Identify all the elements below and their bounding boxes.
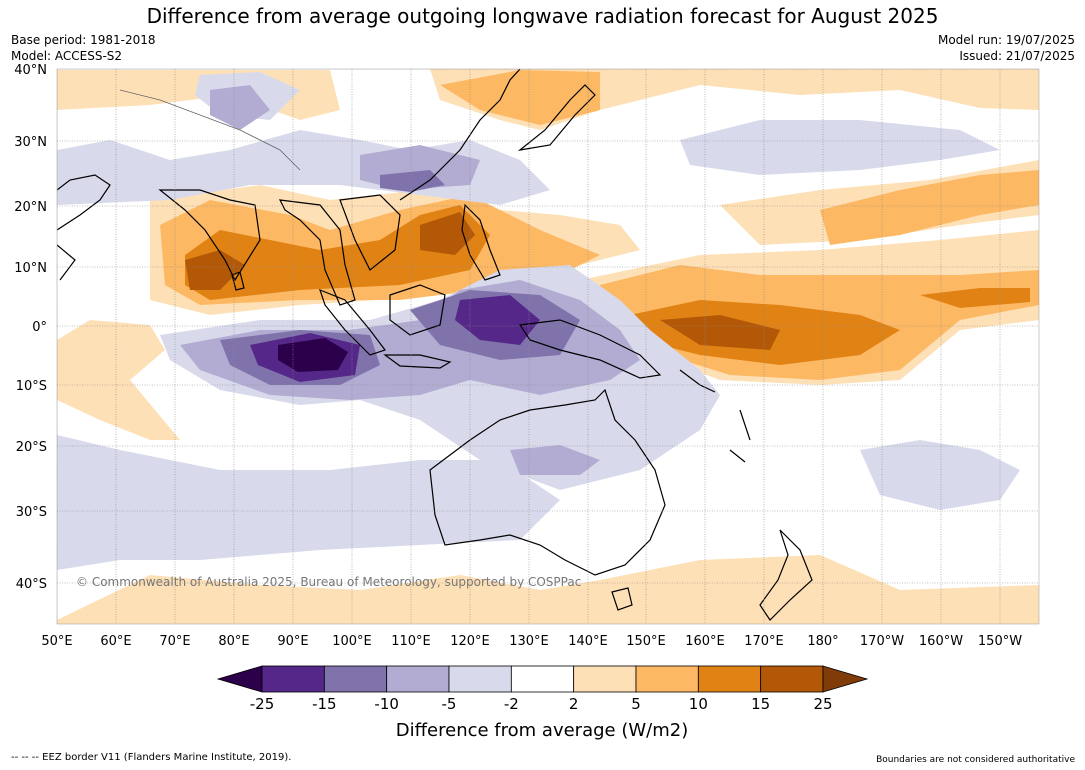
colorbar-swatch bbox=[697, 665, 762, 693]
coastline-java bbox=[383, 354, 452, 369]
colorbar-label: 2 bbox=[569, 695, 579, 713]
colorbar-label: -10 bbox=[374, 695, 399, 713]
coastline-arabia bbox=[57, 174, 111, 231]
colorbar-swatch bbox=[448, 665, 512, 693]
boundary-disclaimer: Boundaries are not considered authoritat… bbox=[876, 755, 1075, 765]
anomaly-region bbox=[820, 170, 1039, 245]
colorbar-label: 15 bbox=[751, 695, 770, 713]
anomaly-region bbox=[210, 85, 270, 130]
longitude-label: 150°W bbox=[978, 634, 1022, 649]
longitude-label: 60°E bbox=[100, 634, 131, 649]
colorbar-label: -5 bbox=[442, 695, 457, 713]
coastline-australia bbox=[429, 388, 666, 576]
anomaly-region bbox=[57, 320, 180, 440]
map-field: © Commonwealth of Australia 2025, Bureau… bbox=[57, 69, 1039, 624]
colorbar-swatch bbox=[760, 665, 824, 693]
longitude-label: 120°E bbox=[450, 634, 490, 649]
longitude-label: 100°E bbox=[332, 634, 372, 649]
coastline-india bbox=[158, 189, 261, 282]
coastline-africa-horn bbox=[57, 244, 76, 281]
longitude-label: 80°E bbox=[218, 634, 249, 649]
map-frame bbox=[56, 68, 1040, 625]
anomaly-region bbox=[380, 170, 445, 192]
model-run: Model run: 19/07/2025 bbox=[937, 33, 1075, 47]
colorbar-swatch bbox=[573, 665, 637, 693]
base-period: Base period: 1981-2018 bbox=[11, 33, 156, 47]
colorbar-label: -2 bbox=[504, 695, 519, 713]
colorbar-extend-low bbox=[216, 665, 263, 693]
longitude-label: 140°E bbox=[568, 634, 608, 649]
anomaly-region bbox=[278, 338, 348, 372]
latitude-label: 40°N bbox=[14, 63, 47, 78]
latitude-label: 20°S bbox=[16, 440, 47, 455]
longitude-label: 50°E bbox=[41, 634, 72, 649]
colorbar-swatch bbox=[635, 665, 699, 693]
longitude-label: 160°E bbox=[685, 634, 725, 649]
coastline-philippines bbox=[461, 203, 501, 281]
colorbar-label: 10 bbox=[689, 695, 708, 713]
model-info: Base period: 1981-2018 Model: ACCESS-S2 bbox=[11, 32, 156, 64]
coastline-southeast-asia bbox=[278, 199, 356, 306]
colorbar-swatch bbox=[386, 665, 450, 693]
copyright-notice: © Commonwealth of Australia 2025, Bureau… bbox=[76, 575, 581, 589]
colorbar-swatch bbox=[261, 665, 325, 693]
anomaly-region bbox=[185, 250, 245, 290]
latitude-label: 40°S bbox=[16, 577, 47, 592]
coastline-sumatra bbox=[319, 288, 386, 356]
anomaly-region bbox=[660, 315, 780, 350]
coastline-indochina bbox=[339, 194, 401, 271]
coastline-himalaya-border bbox=[119, 89, 301, 171]
longitude-label: 150°E bbox=[626, 634, 666, 649]
longitude-label: 170°E bbox=[744, 634, 784, 649]
eez-legend: -- -- -- EEZ border V11 (Flanders Marine… bbox=[11, 752, 292, 763]
colorbar-title: Difference from average (W/m2) bbox=[396, 720, 688, 741]
coastline-new-zealand bbox=[759, 529, 813, 621]
latitude-label: 30°S bbox=[16, 505, 47, 520]
colorbar-swatch bbox=[510, 665, 575, 693]
run-info: Model run: 19/07/2025 Issued: 21/07/2025 bbox=[938, 32, 1075, 64]
latitude-label: 10°N bbox=[14, 261, 47, 276]
latitude-label: 30°N bbox=[14, 135, 47, 150]
colorbar-label: -25 bbox=[250, 695, 275, 713]
anomaly-region bbox=[57, 435, 560, 570]
anomaly-region bbox=[420, 212, 475, 255]
longitude-label: 180° bbox=[807, 634, 838, 649]
graticule bbox=[57, 69, 1039, 624]
colorbar-label: -15 bbox=[312, 695, 337, 713]
latitude-label: 20°N bbox=[14, 200, 47, 215]
coastline-china-coast bbox=[399, 69, 521, 201]
anomaly-region bbox=[860, 440, 1020, 510]
latitude-label: 10°S bbox=[16, 379, 47, 394]
longitude-label: 90°E bbox=[277, 634, 308, 649]
coastline-tasmania bbox=[611, 587, 633, 611]
issued-date: Issued: 21/07/2025 bbox=[959, 49, 1075, 63]
coastline-sri-lanka bbox=[231, 271, 245, 291]
anomaly-region bbox=[185, 205, 490, 300]
chart-title: Difference from average outgoing longwav… bbox=[146, 4, 939, 28]
longitude-label: 110°E bbox=[391, 634, 431, 649]
latitude-label: 0° bbox=[32, 320, 47, 335]
coastline-new-guinea bbox=[518, 319, 662, 379]
model-name: Model: ACCESS-S2 bbox=[11, 49, 123, 63]
longitude-label: 170°W bbox=[860, 634, 904, 649]
longitude-labels: 50°E 60°E 70°E 80°E 90°E 100°E 110°E 120°E 130°E… bbox=[41, 634, 1022, 649]
colorbar: -25 -15 -10 -5 -2 2 5 10 15 25 bbox=[216, 665, 869, 713]
anomaly-region bbox=[920, 288, 1030, 308]
colorbar-swatch bbox=[323, 665, 388, 693]
colorbar-extend-high bbox=[822, 665, 869, 693]
anomaly-region bbox=[680, 120, 1000, 175]
coastlines bbox=[57, 69, 813, 621]
coastline-borneo bbox=[389, 284, 446, 336]
anomaly-region bbox=[510, 445, 600, 475]
anomaly-region bbox=[455, 295, 540, 345]
coastline-japan bbox=[517, 84, 596, 151]
colorbar-label: 5 bbox=[631, 695, 641, 713]
colorbar-label: 25 bbox=[813, 695, 832, 713]
longitude-label: 160°W bbox=[919, 634, 963, 649]
longitude-label: 70°E bbox=[159, 634, 190, 649]
longitude-label: 130°E bbox=[509, 634, 549, 649]
latitude-labels: 40°N 30°N 20°N 10°N 0° 10°S 20°S 30°S 40°S bbox=[14, 63, 47, 592]
anomaly-region bbox=[57, 555, 1039, 624]
